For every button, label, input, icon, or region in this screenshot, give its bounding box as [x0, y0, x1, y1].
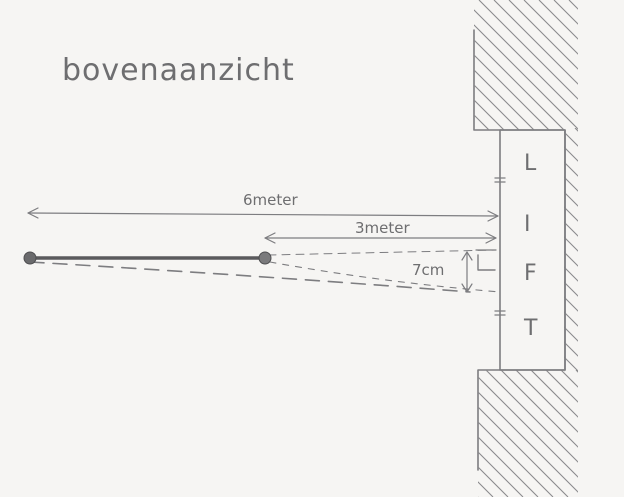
reference-line: [267, 249, 497, 256]
dimension-arrow-3m: [264, 232, 497, 244]
middle-joint-point: [258, 251, 272, 265]
deflection-arrow: [461, 251, 473, 293]
lift-letter-f: F: [524, 261, 537, 286]
dimension-label-6m: 6meter: [243, 191, 298, 209]
left-pivot-point: [23, 251, 37, 265]
deflected-line: [29, 261, 471, 293]
diagram-title: bovenaanzicht: [62, 53, 295, 88]
deflected-line-secondary: [269, 261, 501, 293]
lift-letter-l: L: [524, 151, 537, 176]
wall-hatching: [474, 0, 578, 497]
dimension-label-3m: 3meter: [355, 219, 410, 237]
right-angle-marker: [477, 254, 496, 271]
lift-door-marks: [494, 177, 506, 316]
lift-letter-i: I: [524, 212, 531, 237]
deflection-label: 7cm: [412, 261, 444, 279]
lift-shaft: [499, 129, 566, 371]
dimension-arrow-6m: [27, 207, 499, 222]
lift-letter-t: T: [523, 316, 538, 341]
